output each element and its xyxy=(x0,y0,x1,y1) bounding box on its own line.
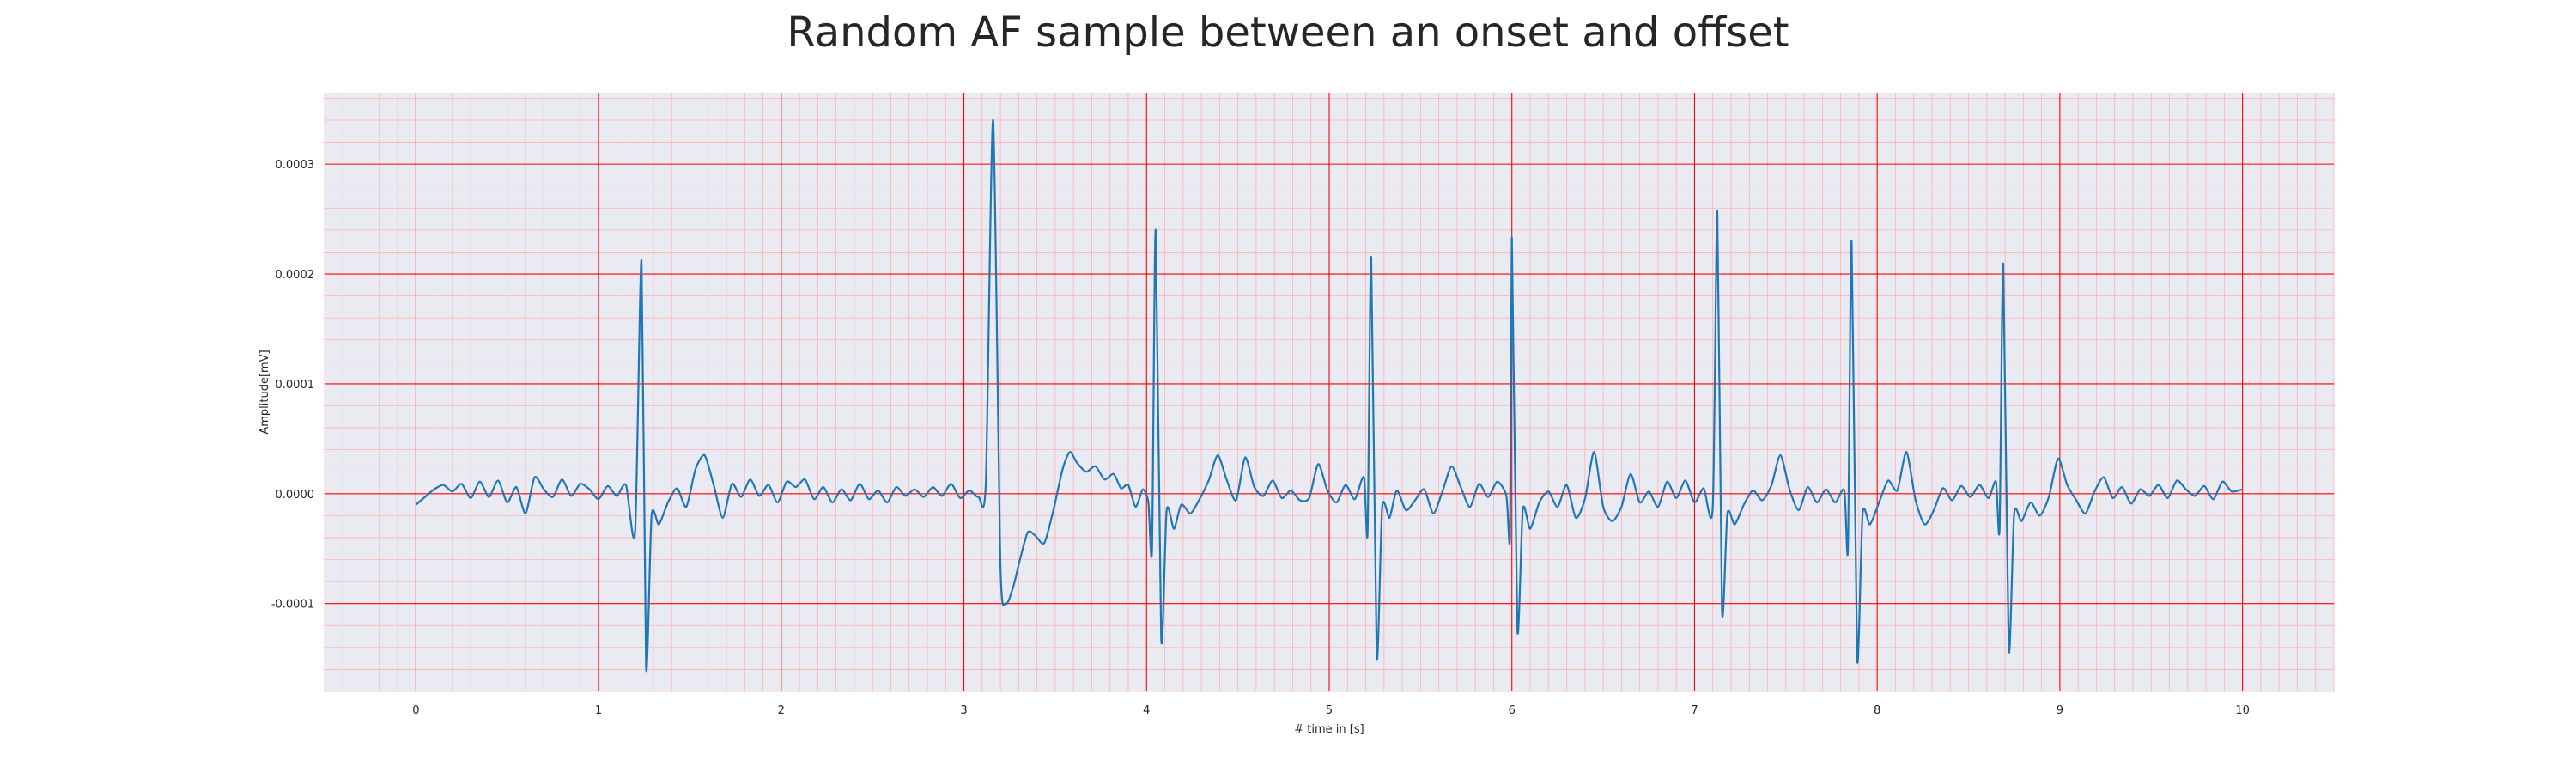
y-tick-label: 0.0002 xyxy=(276,269,315,282)
y-tick-label: 0.0001 xyxy=(276,379,315,392)
x-tick-label: 1 xyxy=(595,704,602,717)
y-axis-ticks: -0.0001 0.0000 0.0001 0.0002 0.0003 xyxy=(271,159,314,612)
x-tick-label: 0 xyxy=(412,704,419,717)
y-tick-label: 0.0000 xyxy=(276,489,315,502)
x-tick-label: 2 xyxy=(778,704,785,717)
x-tick-label: 6 xyxy=(1509,704,1516,717)
major-grid xyxy=(325,93,2334,691)
y-tick-label: -0.0001 xyxy=(271,599,314,612)
chart-title: Random AF sample between an onset and of… xyxy=(787,9,1789,57)
x-axis-label: # time in [s] xyxy=(1294,723,1364,736)
y-axis-label: Amplitude[mV] xyxy=(258,350,271,434)
x-tick-label: 5 xyxy=(1326,704,1333,717)
series-line xyxy=(415,119,2243,673)
x-tick-label: 7 xyxy=(1691,704,1698,717)
x-tick-label: 3 xyxy=(960,704,967,717)
x-axis-ticks: 0 1 2 3 4 5 6 7 8 9 10 xyxy=(412,704,2250,717)
y-tick-label: 0.0003 xyxy=(276,159,315,172)
x-tick-label: 9 xyxy=(2057,704,2063,717)
x-tick-label: 10 xyxy=(2235,704,2250,717)
x-tick-label: 4 xyxy=(1143,704,1150,717)
x-tick-label: 8 xyxy=(1874,704,1880,717)
